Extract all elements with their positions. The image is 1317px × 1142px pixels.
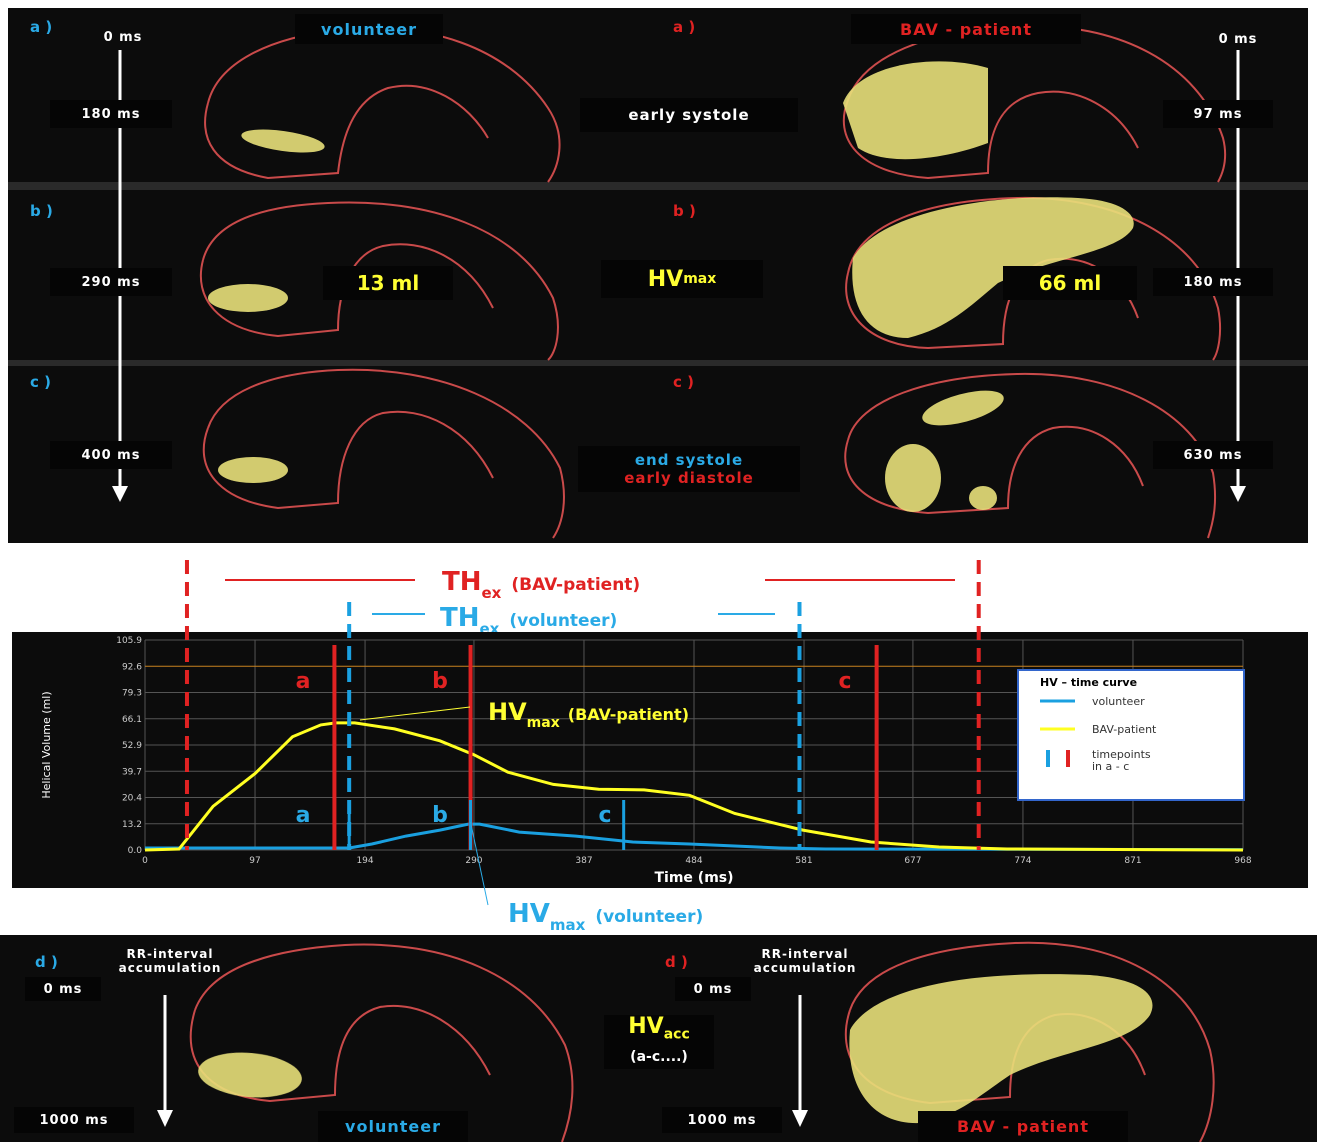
heart-illustrations-top: [8, 24, 1308, 539]
legend-item-volunteer: volunteer: [1092, 695, 1145, 708]
hv-acc-label: HVacc (a-c....): [604, 1015, 714, 1069]
early-systole-label: early systole: [580, 98, 798, 132]
rr-interval-left: RR-interval accumulation: [118, 947, 222, 975]
hvmax-bav-label: HVmax (BAV-patient): [488, 698, 689, 731]
hv-max-label: HV max: [601, 260, 763, 298]
x-tick-3: 290: [465, 856, 482, 866]
x-tick-2: 194: [356, 856, 373, 866]
right-time-180: 180 ms: [1153, 268, 1273, 296]
y-tick-0: 0.0: [128, 846, 143, 856]
hv-time-chart: 0 97 194 290 387 484 581 677 774 871 968 0.0 13.2 20.…: [40, 560, 1252, 906]
series-line-BAV-patient: [144, 721, 1244, 852]
y-tick-2: 20.4: [122, 794, 142, 804]
right-time-630: 630 ms: [1153, 441, 1273, 469]
tag-left-b: b ): [30, 202, 53, 220]
legend-item-bav: BAV-patient: [1092, 723, 1157, 736]
left-time-0: 0 ms: [103, 29, 143, 45]
legend-title: HV – time curve: [1040, 676, 1137, 689]
tag-right-d: d ): [665, 953, 688, 971]
top-panel: a ) b ) c ) a ) b ) c ) volunteer BAV - …: [8, 8, 1308, 543]
right-time-97: 97 ms: [1163, 100, 1273, 128]
left-time-400: 400 ms: [50, 441, 172, 469]
y-tick-5: 66.1: [122, 715, 142, 725]
hv-max-main: HV: [647, 266, 684, 292]
bottom-volunteer-label: volunteer: [318, 1111, 468, 1142]
x-tick-5: 484: [685, 856, 702, 866]
th-annotations: THex (BAV-patient) THex (volunteer): [225, 567, 955, 638]
y-tick-4: 52.9: [122, 741, 142, 751]
right-time-0: 0 ms: [1218, 31, 1258, 47]
th-bav-label: THex (BAV-patient): [442, 567, 640, 602]
hv-max-sub: max: [683, 271, 717, 287]
tag-left-c: c ): [30, 373, 51, 391]
y-tick-8: 105.9: [116, 636, 142, 646]
tag-left-d: d ): [35, 953, 58, 971]
patient-title: BAV - patient: [851, 14, 1081, 44]
right-time-0-bottom: 0 ms: [675, 977, 751, 1001]
hvmax-bav-pointer: [359, 706, 471, 721]
x-axis-label: Time (ms): [654, 870, 733, 886]
hvmax-volunteer-label: HVmax (volunteer): [508, 899, 703, 934]
hv-acc-range: (a-c....): [630, 1048, 688, 1065]
bottom-panel: d ) d ) RR-interval accumulation RR-inte…: [0, 935, 1317, 1142]
th-volunteer-label: THex (volunteer): [440, 603, 617, 638]
left-time-180: 180 ms: [50, 100, 172, 128]
hv-acc-title: HVacc: [628, 1014, 690, 1043]
hvmax-volunteer-annotation: HVmax (volunteer): [508, 899, 703, 934]
annotation-red-c: c: [838, 669, 851, 694]
early-diastole-label: early diastole: [624, 469, 754, 487]
tag-right-c: c ): [673, 373, 694, 391]
x-tick-1: 97: [249, 856, 260, 866]
y-axis-label: Helical Volume (ml): [40, 691, 53, 798]
left-time-0-bottom: 0 ms: [25, 977, 101, 1001]
volunteer-title: volunteer: [295, 14, 443, 44]
helical-flow-blobs: [208, 61, 1134, 512]
rr-interval-right: RR-interval accumulation: [753, 947, 857, 975]
patient-66ml: 66 ml: [1003, 266, 1137, 300]
y-tick-6: 79.3: [122, 689, 142, 699]
right-time-1000-bottom: 1000 ms: [662, 1107, 782, 1133]
tag-left-a: a ): [30, 18, 53, 36]
series-line-volunteer: [145, 822, 1244, 852]
legend-box: [1017, 669, 1245, 801]
annotation-red-b: b: [432, 669, 448, 694]
x-tick-4: 387: [575, 856, 592, 866]
x-tick-8: 774: [1014, 856, 1031, 866]
end-systole-box: end systole early diastole: [578, 446, 800, 492]
y-tick-1: 13.2: [122, 820, 142, 830]
x-tick-0: 0: [142, 856, 148, 866]
left-time-1000-bottom: 1000 ms: [14, 1107, 134, 1133]
x-tick-7: 677: [904, 856, 921, 866]
y-tick-7: 92.6: [122, 662, 142, 672]
heart-illustrations-bottom: [157, 941, 1215, 1142]
annotation-blue-c: c: [598, 803, 611, 828]
volunteer-13ml: 13 ml: [323, 266, 453, 300]
annotation-blue-a: a: [296, 803, 311, 828]
hvmax-vol-pointer: [470, 821, 489, 906]
y-tick-3: 39.7: [122, 767, 142, 777]
x-tick-9: 871: [1124, 856, 1141, 866]
end-systole-label: end systole: [634, 451, 744, 469]
legend-item-timepoints: timepoints in a - c: [1092, 748, 1151, 773]
annotation-red-a: a: [296, 669, 311, 694]
x-tick-6: 581: [795, 856, 812, 866]
x-tick-10: 968: [1234, 856, 1251, 866]
annotation-blue-b: b: [432, 803, 448, 828]
bottom-patient-label: BAV - patient: [918, 1111, 1128, 1142]
left-time-290: 290 ms: [50, 268, 172, 296]
tag-right-a: a ): [673, 18, 696, 36]
tag-right-b: b ): [673, 202, 696, 220]
